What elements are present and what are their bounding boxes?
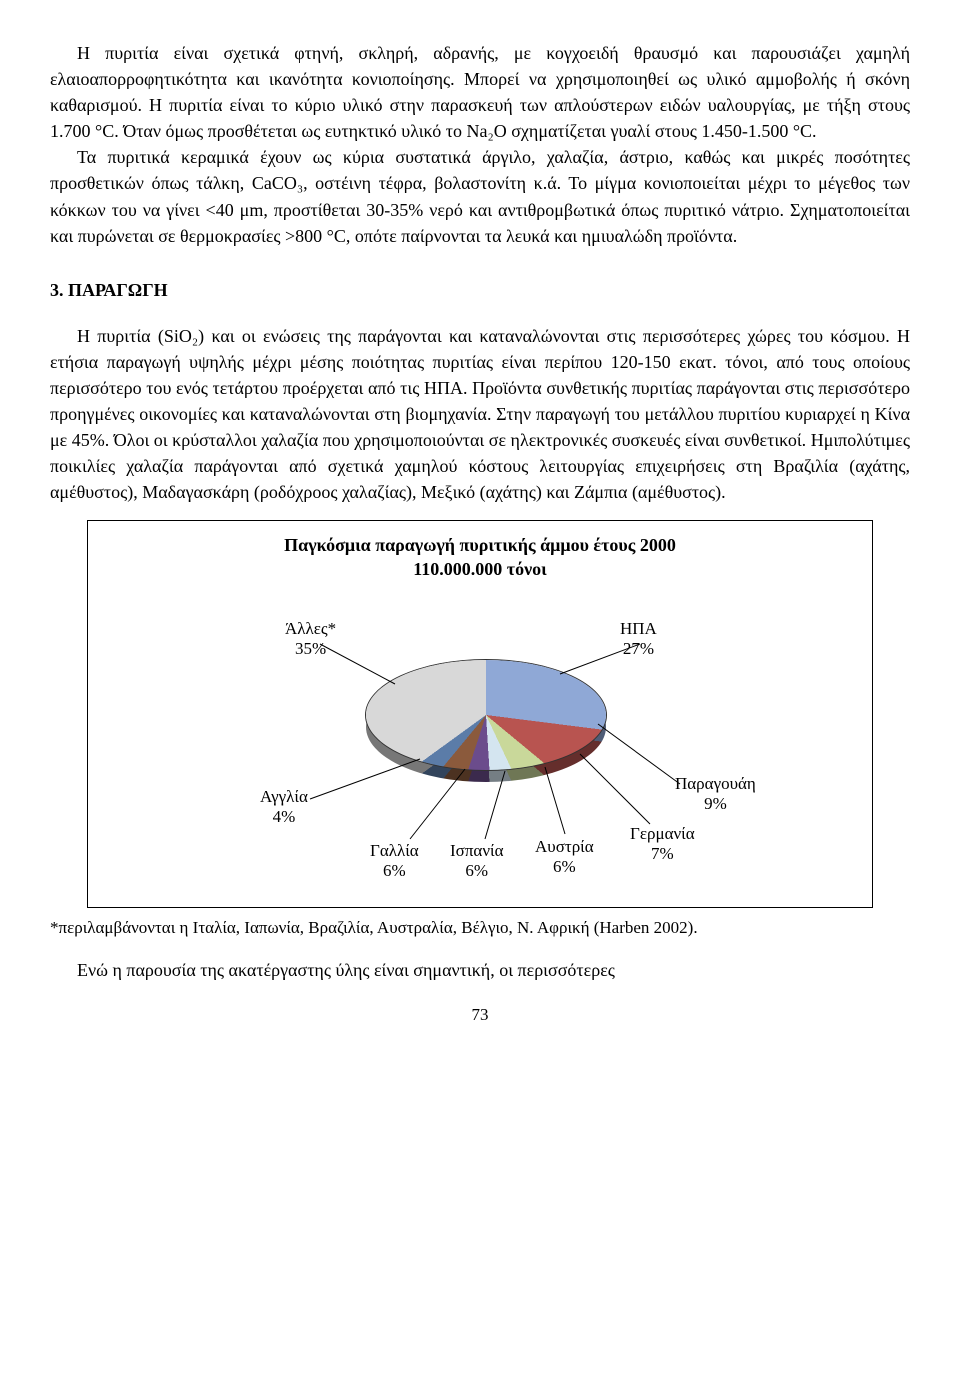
paragraph-1: Η πυριτία είναι σχετικά φτηνή, σκληρή, α… <box>50 40 910 144</box>
slice-pct: 6% <box>465 861 488 880</box>
slice-label-austria: Αυστρία 6% <box>535 837 594 878</box>
chart-title-line2: 110.000.000 τόνοι <box>413 559 546 579</box>
slice-name: ΗΠΑ <box>620 619 657 638</box>
slice-name: Γαλλία <box>370 841 419 860</box>
slice-name: Παραγουάη <box>675 774 756 793</box>
slice-pct: 7% <box>651 844 674 863</box>
slice-label-paraguay: Παραγουάη 9% <box>675 774 756 815</box>
slice-pct: 4% <box>273 807 296 826</box>
slice-label-spain: Ισπανία 6% <box>450 841 503 882</box>
slice-name: Γερμανία <box>630 824 695 843</box>
slice-pct: 35% <box>295 639 326 658</box>
paragraph-4: Ενώ η παρουσία της ακατέργαστης ύλης είν… <box>50 957 910 983</box>
slice-label-usa: ΗΠΑ 27% <box>620 619 657 660</box>
pie-chart: ΗΠΑ 27% Παραγουάη 9% Γερμανία 7% Αυστρία… <box>120 589 840 889</box>
slice-label-england: Αγγλία 4% <box>260 787 308 828</box>
paragraph-2: Τα πυριτικά κεραμικά έχουν ως κύρια συστ… <box>50 144 910 248</box>
slice-pct: 6% <box>383 861 406 880</box>
slice-name: Άλλες* <box>285 619 336 638</box>
slice-name: Ισπανία <box>450 841 503 860</box>
slice-label-others: Άλλες* 35% <box>285 619 336 660</box>
slice-pct: 6% <box>553 857 576 876</box>
slice-label-france: Γαλλία 6% <box>370 841 419 882</box>
chart-title: Παγκόσμια παραγωγή πυριτικής άμμου έτους… <box>100 533 860 582</box>
slice-name: Αυστρία <box>535 837 594 856</box>
section-heading: 3. ΠΑΡΑΓΩΓΗ <box>50 277 910 303</box>
pie-chart-container: Παγκόσμια παραγωγή πυριτικής άμμου έτους… <box>87 520 873 909</box>
slice-label-germany: Γερμανία 7% <box>630 824 695 865</box>
slice-pct: 27% <box>623 639 654 658</box>
slice-pct: 9% <box>704 794 727 813</box>
chart-title-line1: Παγκόσμια παραγωγή πυριτικής άμμου έτους… <box>284 535 676 555</box>
page-number: 73 <box>50 1003 910 1028</box>
paragraph-3: Η πυριτία (SiO₂) και οι ενώσεις της παρά… <box>50 323 910 506</box>
chart-footnote: *περιλαμβάνονται η Ιταλία, Ιαπωνία, Βραζ… <box>50 916 910 941</box>
slice-name: Αγγλία <box>260 787 308 806</box>
